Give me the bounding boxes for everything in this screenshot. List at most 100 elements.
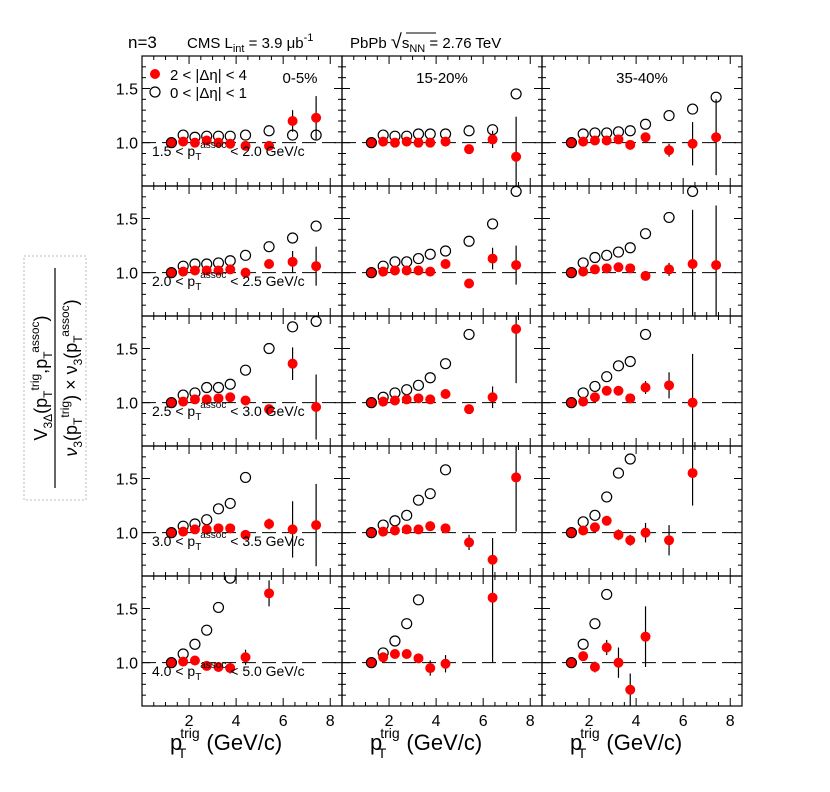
open-point [239,471,252,484]
panel-frame [141,575,343,707]
filled-point [578,525,589,536]
filled-point [213,393,224,404]
axis-ticks [341,575,542,707]
filled-point [487,253,498,264]
filled-point [213,662,224,672]
filled-point [589,392,600,403]
filled-point [178,136,189,147]
filled-point [601,135,612,146]
filled-point [311,520,322,531]
filled-point [487,592,498,603]
filled-point [378,526,389,537]
panel-r2-c2 [541,289,743,447]
filled-point [687,259,698,269]
filled-point [601,263,612,274]
open-point [389,515,401,527]
open-point [212,503,225,515]
filled-point [287,116,298,126]
open-point [389,635,401,647]
filled-point [625,263,636,274]
filled-point [687,138,698,149]
y-tick-label: 1.0 [116,656,138,673]
panel-r2-c1 [341,315,543,447]
filled-point [589,522,600,533]
filled-point [613,385,624,396]
y-axis-title-box [23,255,87,501]
open-point [401,256,413,268]
x-tick-label: 8 [726,713,735,730]
filled-point [240,652,251,663]
filled-point [401,136,412,147]
filled-point [365,527,377,539]
panel-grid: 1.0 1.5 1.5 < pTassoc < 2.0 GeV/c 0-5% 15-20… [116,55,743,761]
panel-r1-c1 [341,185,543,317]
open-point [401,618,413,630]
filled-point [240,395,251,406]
filled-point [365,657,377,669]
axis-ticks [141,445,342,577]
row-label: 4.0 < pTassoc < 5.0 GeV/c [152,660,305,683]
open-point [577,638,589,650]
filled-point [287,256,298,267]
filled-point [601,515,612,526]
open-point [686,186,699,198]
open-point [201,381,213,394]
filled-point [165,137,177,149]
open-point [641,474,651,484]
panel-frame [341,575,543,707]
open-point [686,103,699,115]
filled-point [625,535,636,546]
open-point [412,594,425,606]
data-series [565,446,698,556]
lumi-label: CMS Lint = 3.9 μb-1 [187,32,313,55]
filled-point [589,264,600,275]
filled-point [401,649,412,659]
filled-point [401,394,412,405]
panel-r0-c0: 1.0 1.5 1.5 < pTassoc < 2.0 GeV/c 0-5% [116,55,343,187]
filled-point [240,140,251,151]
open-point [601,491,613,503]
filled-point [311,112,322,123]
x-tick-label: 6 [279,713,288,730]
panel-frame [341,315,543,447]
filled-point [213,137,224,148]
open-point [664,289,674,299]
open-point [639,118,652,130]
filled-point [378,266,389,277]
open-point [311,365,321,375]
filled-point [178,266,189,277]
data-series [165,220,322,286]
y-tick-label: 1.0 [116,396,138,413]
filled-point [225,392,236,403]
filled-point [389,137,400,148]
filled-point [711,260,722,271]
legend-open-label: 0 < |Δη| < 1 [170,85,247,102]
open-point [589,251,601,264]
open-point [463,125,475,137]
open-point [577,387,589,399]
filled-point [378,652,389,663]
filled-point [189,265,200,276]
data-series [565,474,651,706]
y-tick-label: 1.5 [116,342,138,359]
open-point [310,316,322,328]
filled-point [225,264,236,275]
open-point [464,419,474,429]
axis-ticks [541,185,742,317]
x-tick-label: 2 [585,713,594,730]
open-point [577,516,589,528]
filled-point [413,393,424,404]
filled-point [178,526,189,537]
x-tick-label: 2 [185,713,194,730]
filled-point [625,684,636,695]
open-point [424,488,436,500]
filled-point [613,529,624,540]
open-point [663,109,675,122]
data-series [365,316,522,415]
filled-point [511,472,522,483]
filled-point [178,396,189,407]
open-point [577,257,589,269]
filled-point [425,663,436,674]
open-point [189,638,201,650]
x-tick-label: 4 [432,713,441,730]
